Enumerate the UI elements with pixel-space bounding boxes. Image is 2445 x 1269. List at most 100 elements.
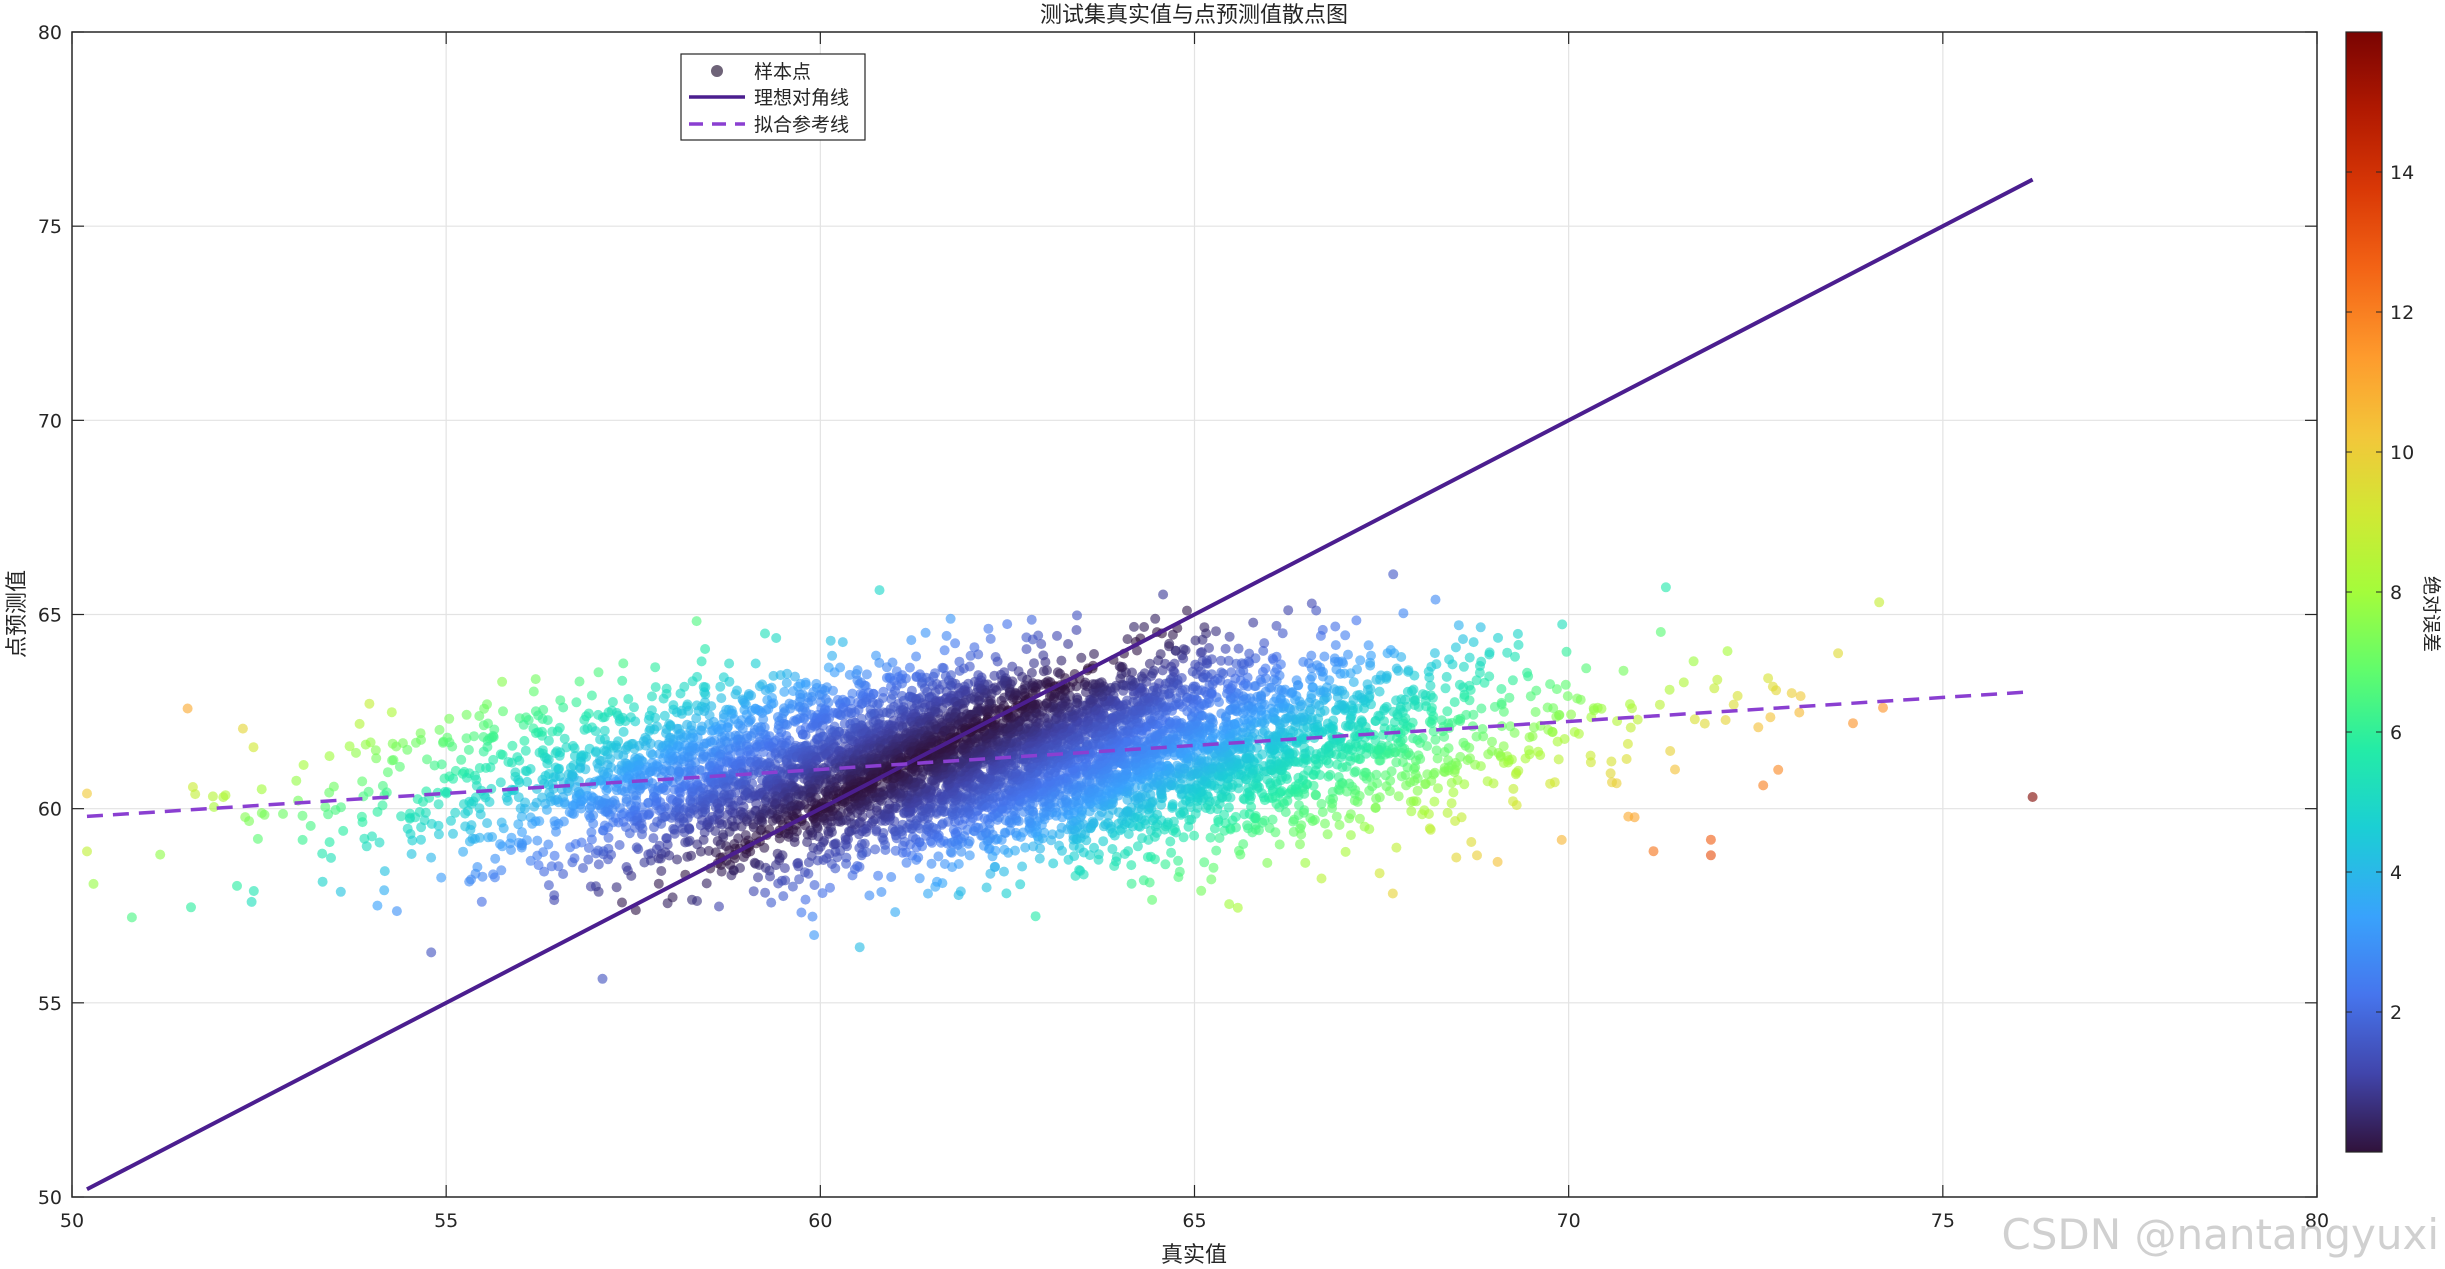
scatter-point (1317, 624, 1328, 635)
scatter-point (1319, 651, 1330, 662)
scatter-point (911, 651, 922, 662)
scatter-point (1306, 598, 1317, 609)
scatter-point (601, 785, 612, 796)
scatter-point (514, 755, 525, 766)
scatter-point (534, 816, 545, 827)
scatter-point (433, 799, 444, 810)
scatter-point (1398, 608, 1409, 619)
scatter-point (1223, 802, 1234, 813)
scatter-point (433, 820, 444, 831)
scatter-point (1316, 873, 1327, 884)
scatter-point (973, 649, 984, 660)
scatter-point (760, 887, 771, 898)
scatter-point (1678, 677, 1689, 688)
scatter-point (1220, 643, 1231, 654)
scatter-point (1224, 899, 1235, 910)
scatter-point (1132, 841, 1143, 852)
scatter-point (603, 854, 614, 865)
scatter-point (1605, 768, 1616, 779)
scatter-point (992, 656, 1003, 667)
scatter-point (1015, 879, 1026, 890)
scatter-point (1545, 778, 1556, 789)
scatter-point (497, 749, 508, 760)
scatter-point (1325, 769, 1336, 780)
scatter-point (1332, 759, 1343, 770)
scatter-point (1439, 762, 1450, 773)
scatter-point (1625, 699, 1635, 710)
scatter-point (518, 719, 529, 730)
scatter-point (1216, 708, 1227, 719)
scatter-point (1374, 686, 1385, 697)
scatter-point (796, 907, 807, 918)
scatter-point (444, 713, 455, 724)
scatter-point (567, 857, 578, 868)
scatter-point (351, 747, 361, 758)
scatter-point (1522, 667, 1533, 678)
scatter-point (1169, 658, 1180, 669)
scatter-point (388, 755, 399, 765)
scatter-point (1283, 605, 1294, 616)
scatter-point (297, 810, 308, 821)
scatter-point (624, 828, 635, 839)
scatter-point (1433, 783, 1443, 794)
scatter-point (1512, 628, 1523, 639)
scatter-point (1446, 777, 1457, 788)
scatter-point (305, 820, 316, 831)
scatter-point (237, 723, 248, 734)
scatter-point (607, 697, 618, 707)
scatter-point (436, 759, 447, 770)
scatter-point (1306, 650, 1317, 661)
scatter-point (1142, 852, 1153, 863)
scatter-point (1366, 650, 1376, 661)
scatter-point (692, 732, 703, 743)
scatter-point (1317, 807, 1328, 818)
scatter-point (618, 750, 629, 761)
scatter-point (1351, 615, 1362, 626)
scatter-point (1271, 620, 1282, 631)
scatter-point (560, 799, 570, 810)
scatter-point (1409, 693, 1419, 704)
scatter-point (521, 766, 532, 777)
scatter-point (1773, 764, 1784, 775)
scatter-point (1233, 643, 1244, 654)
scatter-point (1660, 582, 1671, 593)
scatter-point (1267, 653, 1278, 664)
scatter-point (724, 658, 735, 669)
scatter-point (516, 811, 527, 822)
scatter-point (498, 823, 509, 834)
scatter-point (1184, 815, 1195, 825)
scatter-point (426, 852, 437, 863)
scatter-point (854, 942, 865, 953)
scatter-point (1320, 818, 1330, 829)
scatter-point (506, 845, 516, 855)
scatter-point (379, 885, 390, 896)
scatter-point (1327, 786, 1338, 797)
scatter-point (580, 764, 591, 775)
scatter-point (650, 662, 661, 673)
scatter-point (571, 697, 582, 708)
scatter-point (1160, 859, 1171, 870)
scatter-point (1588, 703, 1599, 714)
scatter-point (999, 827, 1010, 838)
scatter-point (364, 698, 375, 709)
scatter-point (1393, 791, 1404, 802)
scatter-point (656, 818, 667, 829)
scatter-point (558, 869, 569, 879)
scatter-point (1405, 796, 1416, 807)
scatter-point (1293, 772, 1304, 783)
scatter-point (637, 829, 647, 840)
scatter-point (186, 902, 196, 913)
scatter-point (633, 844, 644, 855)
scatter-point (1048, 858, 1059, 869)
scatter-point (1214, 833, 1225, 843)
scatter-point (696, 656, 707, 667)
scatter-point (1294, 800, 1304, 811)
scatter-point (1545, 679, 1556, 690)
scatter-point (590, 747, 601, 758)
scatter-point (1688, 656, 1699, 667)
scatter-point (1211, 845, 1222, 856)
scatter-point (1508, 796, 1518, 807)
scatter-point (1330, 640, 1341, 651)
scatter-point (579, 714, 590, 725)
